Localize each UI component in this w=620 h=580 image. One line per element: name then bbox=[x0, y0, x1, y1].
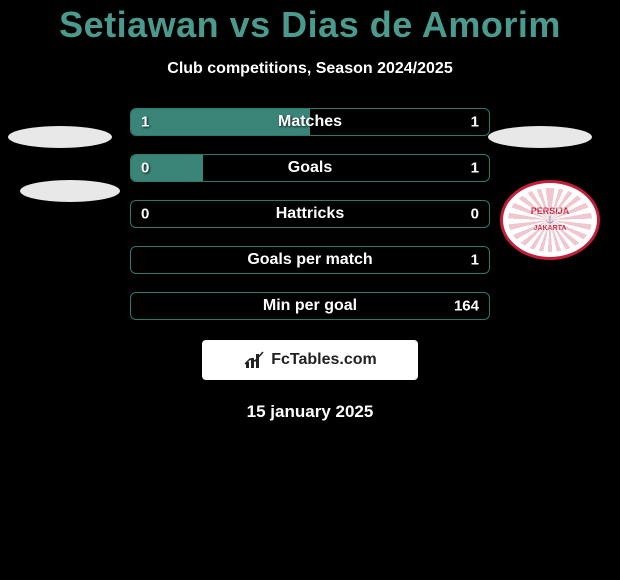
stat-row: 0 Goals 1 bbox=[130, 154, 490, 182]
stat-label: Matches bbox=[278, 113, 342, 131]
stat-label: Goals bbox=[288, 159, 332, 177]
stat-right-value: 1 bbox=[471, 114, 479, 131]
stat-row: Goals per match 1 bbox=[130, 246, 490, 274]
footer-brand-box[interactable]: FcTables.com bbox=[202, 340, 418, 380]
stat-row: 0 Hattricks 0 bbox=[130, 200, 490, 228]
stat-right-value: 0 bbox=[471, 206, 479, 223]
stat-left-value: 1 bbox=[141, 114, 149, 131]
subtitle: Club competitions, Season 2024/2025 bbox=[0, 60, 620, 78]
stat-right-value: 1 bbox=[471, 252, 479, 269]
page-title: Setiawan vs Dias de Amorim bbox=[0, 0, 620, 46]
chart-icon bbox=[243, 350, 267, 370]
stat-label: Min per goal bbox=[263, 297, 357, 315]
stat-label: Hattricks bbox=[276, 205, 344, 223]
stat-right-value: 164 bbox=[454, 298, 479, 315]
stat-left-value: 0 bbox=[141, 160, 149, 177]
stats-container: 1 Matches 1 0 Goals 1 0 Hattricks 0 Goals per mat… bbox=[0, 108, 620, 320]
stat-row: Min per goal 164 bbox=[130, 292, 490, 320]
footer-brand-text: FcTables.com bbox=[271, 351, 377, 369]
date-text: 15 january 2025 bbox=[0, 402, 620, 422]
stat-right-value: 1 bbox=[471, 160, 479, 177]
stat-label: Goals per match bbox=[247, 251, 372, 269]
stat-row: 1 Matches 1 bbox=[130, 108, 490, 136]
stat-left-value: 0 bbox=[141, 206, 149, 223]
